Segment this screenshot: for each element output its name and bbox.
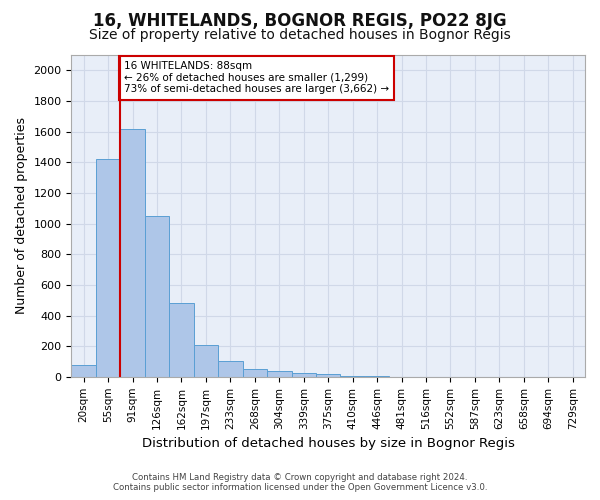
- Bar: [340, 376, 365, 377]
- Bar: [242, 369, 267, 377]
- Bar: [218, 362, 242, 377]
- Bar: [96, 159, 121, 377]
- Text: Contains HM Land Registry data © Crown copyright and database right 2024.
Contai: Contains HM Land Registry data © Crown c…: [113, 473, 487, 492]
- Y-axis label: Number of detached properties: Number of detached properties: [15, 118, 28, 314]
- Text: 16, WHITELANDS, BOGNOR REGIS, PO22 8JG: 16, WHITELANDS, BOGNOR REGIS, PO22 8JG: [93, 12, 507, 30]
- Text: 16 WHITELANDS: 88sqm
← 26% of detached houses are smaller (1,299)
73% of semi-de: 16 WHITELANDS: 88sqm ← 26% of detached h…: [124, 61, 389, 94]
- Text: Size of property relative to detached houses in Bognor Regis: Size of property relative to detached ho…: [89, 28, 511, 42]
- Bar: [316, 374, 340, 377]
- Bar: [145, 216, 169, 377]
- Bar: [267, 370, 292, 377]
- Bar: [194, 346, 218, 377]
- Bar: [121, 128, 145, 377]
- Bar: [169, 304, 194, 377]
- Bar: [71, 364, 96, 377]
- X-axis label: Distribution of detached houses by size in Bognor Regis: Distribution of detached houses by size …: [142, 437, 515, 450]
- Bar: [292, 373, 316, 377]
